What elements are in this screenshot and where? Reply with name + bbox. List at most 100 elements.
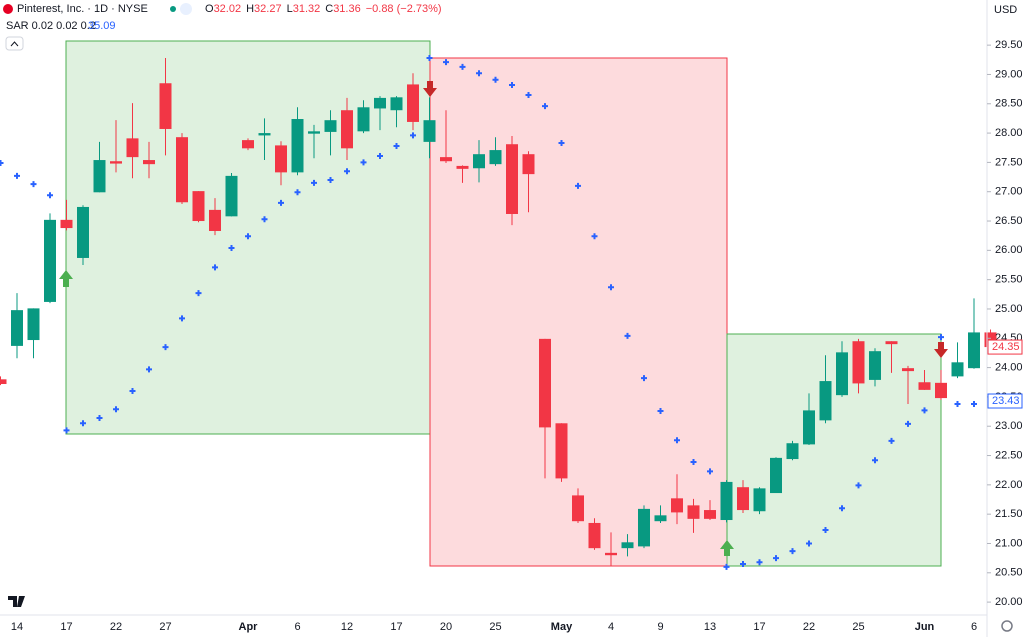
sar-point (707, 468, 713, 475)
sar-point (80, 420, 86, 427)
quote-label: H (246, 3, 254, 15)
sar-point (839, 505, 845, 512)
x-tick-label: 22 (803, 621, 815, 633)
x-tick-label: 6 (294, 621, 300, 633)
y-tick-label: 25.00 (995, 303, 1023, 315)
sar-point (327, 176, 334, 183)
candle-body (704, 510, 716, 519)
buy-arrow (720, 540, 734, 556)
trade-zones (65, 40, 942, 567)
collapse-button[interactable] (5, 36, 24, 51)
quote-value: 32.27 (254, 3, 282, 15)
sar-point (921, 407, 928, 414)
candle-body (324, 120, 337, 132)
sar-point (822, 526, 829, 533)
y-tick-label: 23.00 (995, 420, 1023, 432)
sar-point (294, 189, 301, 196)
sar-point (146, 366, 152, 373)
buy-arrow (59, 270, 73, 287)
candle-body (803, 410, 815, 445)
quote-label: C (325, 3, 333, 15)
candle-body (209, 209, 221, 231)
sar-point (426, 55, 433, 62)
candle-body (225, 175, 238, 217)
status-icon (180, 3, 192, 15)
sar-point (443, 59, 449, 66)
candle-body (588, 522, 601, 549)
candle-body (852, 341, 865, 384)
sar-point (278, 199, 284, 206)
x-tick-label: 20 (440, 621, 452, 633)
sar-point (0, 159, 4, 166)
candle-body (341, 110, 353, 149)
x-tick-label: 12 (341, 621, 353, 633)
y-tick-label: 22.00 (995, 479, 1023, 491)
settings-button[interactable] (1001, 620, 1013, 632)
candle-body (918, 382, 931, 390)
candle-body (638, 508, 650, 547)
sar-point (872, 457, 878, 464)
y-tick-label: 24.00 (995, 361, 1023, 373)
sar-point (525, 91, 532, 98)
sar-point (624, 332, 631, 339)
quote: O32.02 H32.27 L31.32 C31.36 −0.88 (−2.73%) (205, 3, 442, 15)
candle-body (902, 368, 914, 372)
candle-body (489, 150, 502, 165)
quote-label: O (205, 3, 214, 15)
sar-point (360, 159, 367, 166)
sar-point (212, 264, 218, 271)
collapse-icon (10, 41, 19, 47)
sar-point (575, 182, 581, 189)
sar-point (410, 132, 416, 139)
x-tick-label: 25 (852, 621, 864, 633)
sar-point (459, 63, 466, 70)
candle-body (60, 219, 73, 229)
sar-point (806, 540, 812, 547)
y-tick-label: 21.50 (995, 508, 1023, 520)
sar-point (393, 142, 400, 149)
sar-point (855, 482, 862, 489)
candle-body (291, 119, 304, 173)
x-tick-label: 6 (971, 621, 977, 633)
candle-body (671, 498, 683, 513)
quote-label: L (287, 3, 293, 15)
logo (8, 596, 25, 607)
candle-body (275, 145, 287, 173)
candle-body (819, 381, 832, 421)
candle-body (192, 191, 205, 222)
x-tick-label: 17 (753, 621, 765, 633)
sar-point (905, 420, 911, 427)
sar-point (608, 284, 614, 291)
sar-point (690, 458, 697, 465)
candle-body (720, 481, 733, 521)
currency[interactable]: USD (994, 4, 1017, 16)
candle-body (423, 120, 436, 142)
sar-point (14, 172, 20, 179)
y-tick-label: 25.50 (995, 274, 1023, 286)
candle-body (27, 308, 40, 341)
y-tick-label: 20.50 (995, 567, 1023, 579)
x-tick-label: Apr (239, 621, 259, 633)
candle-body (258, 133, 271, 136)
sar-point (179, 315, 185, 322)
y-tick-label: 22.50 (995, 449, 1023, 461)
y-tick-label: 21.00 (995, 537, 1023, 549)
last-price-box (987, 339, 1023, 355)
candle-body (555, 423, 568, 479)
candle-body (159, 83, 172, 129)
candle-body (687, 505, 700, 519)
candle-body (753, 488, 766, 512)
marks (0, 55, 997, 570)
market-status (170, 6, 176, 12)
sar-point (591, 233, 598, 240)
indicator-value: 35.09 (88, 20, 116, 32)
symbol: Pinterest, Inc. · 1D · NYSE (17, 3, 148, 15)
candle-body (176, 137, 188, 203)
y-tick-label: 26.00 (995, 244, 1023, 256)
sar-point (129, 388, 136, 395)
candle-body (786, 443, 799, 460)
quote-value: 31.36 (333, 3, 361, 15)
sar-point (723, 563, 730, 570)
x-tick-label: 27 (159, 621, 171, 633)
